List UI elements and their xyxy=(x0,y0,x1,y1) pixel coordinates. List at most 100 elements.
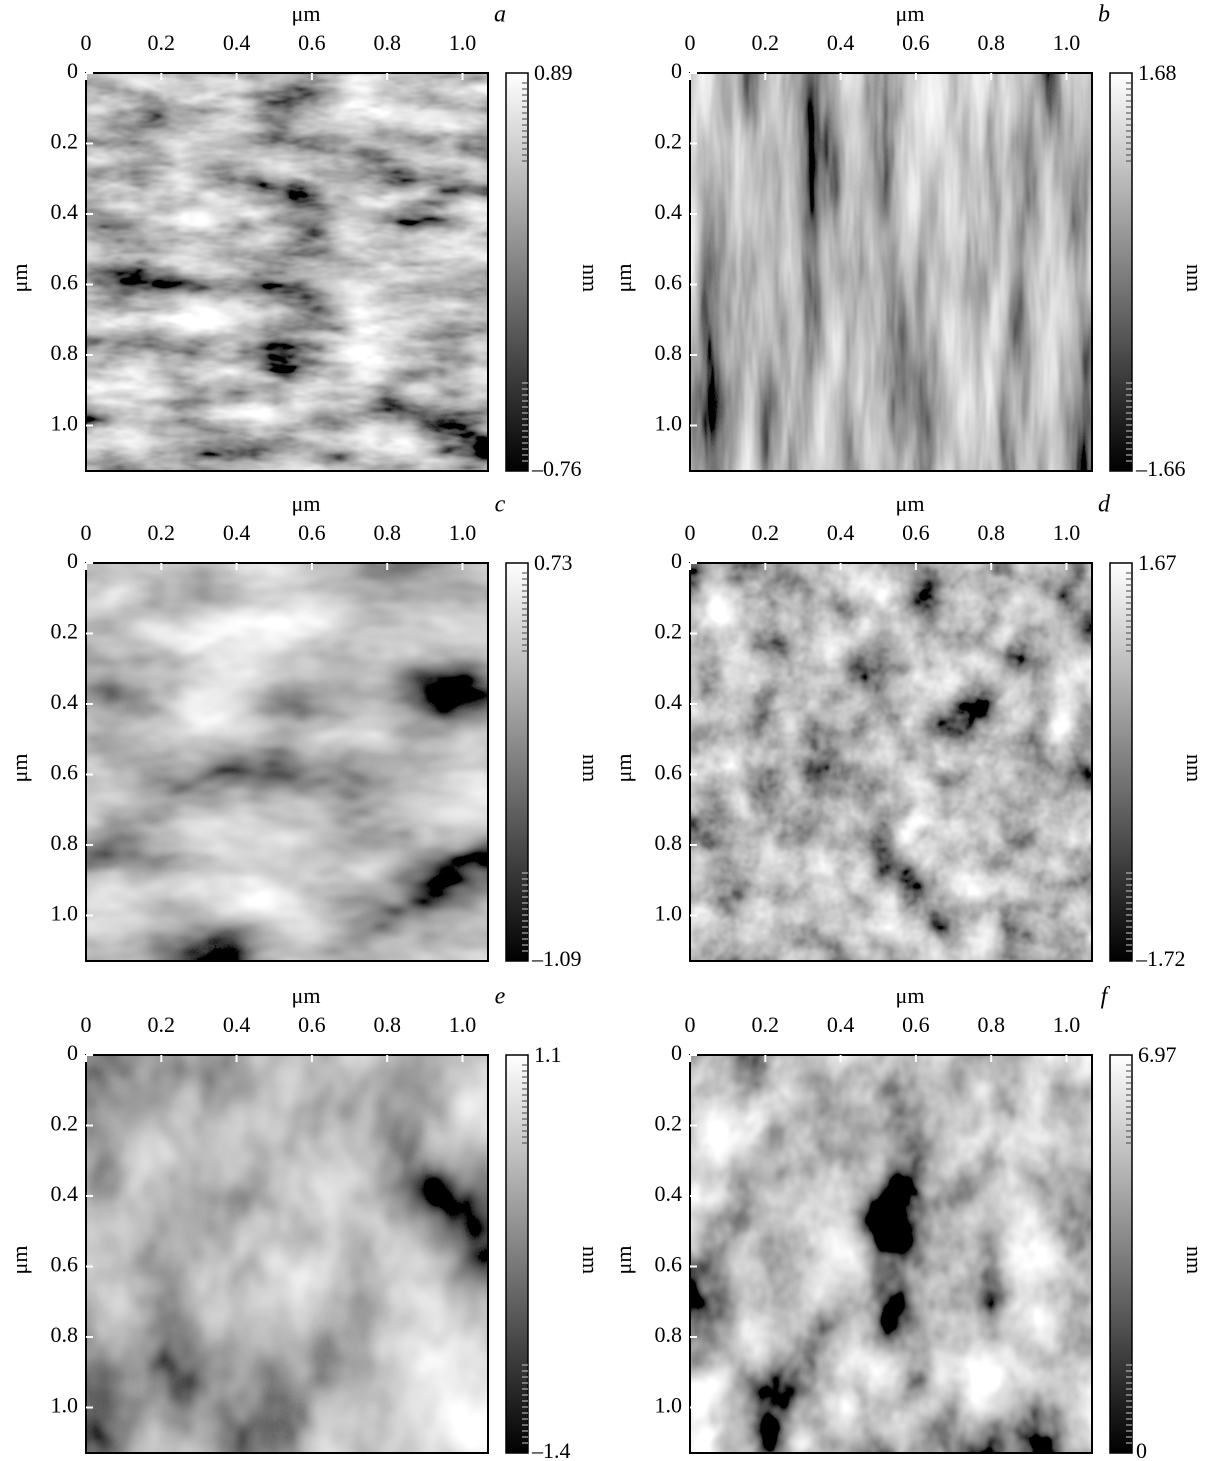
colorbar-min: 0 xyxy=(1136,1438,1147,1461)
x-tick-label: 0.2 xyxy=(148,520,176,545)
x-tick-label: 1.0 xyxy=(449,1012,477,1037)
afm-image xyxy=(690,73,1092,471)
y-tick-label: 0.8 xyxy=(51,830,79,855)
x-tick-label: 0 xyxy=(81,30,92,55)
afm-image xyxy=(86,1055,488,1453)
x-tick-label: 1.0 xyxy=(449,520,477,545)
x-tick-label: 0 xyxy=(685,30,696,55)
colorbar-min: –1.4 xyxy=(531,1438,571,1461)
x-tick-label: 0.6 xyxy=(298,1012,326,1037)
x-axis-label: μm xyxy=(896,983,925,1008)
y-tick-label: 0.4 xyxy=(51,199,79,224)
y-tick-label: 0.2 xyxy=(655,619,683,644)
y-tick-label: 1.0 xyxy=(51,1393,79,1418)
y-tick-label: 0.8 xyxy=(655,340,683,365)
y-tick-label: 0.4 xyxy=(51,689,79,714)
x-tick-label: 0.2 xyxy=(752,1012,780,1037)
panel-letter: c xyxy=(495,492,506,518)
y-tick-label: 1.0 xyxy=(655,901,683,926)
panel-letter: b xyxy=(1098,2,1110,28)
colorbar-max: 0.73 xyxy=(534,550,573,575)
x-tick-label: 0.6 xyxy=(298,30,326,55)
x-tick-label: 0.6 xyxy=(902,520,930,545)
colorbar xyxy=(1110,73,1132,471)
y-tick-label: 1.0 xyxy=(51,411,79,436)
afm-image xyxy=(86,563,488,961)
x-tick-label: 0.6 xyxy=(298,520,326,545)
x-tick-label: 0.4 xyxy=(223,520,251,545)
y-tick-label: 1.0 xyxy=(655,411,683,436)
x-tick-label: 0.6 xyxy=(902,30,930,55)
x-tick-label: 0.4 xyxy=(223,30,251,55)
y-tick-label: 0.6 xyxy=(655,1252,683,1277)
y-tick-label: 0.2 xyxy=(655,1111,683,1136)
y-tick-label: 0.4 xyxy=(655,1181,683,1206)
y-tick-label: 0.2 xyxy=(51,129,79,154)
y-tick-label: 1.0 xyxy=(655,1393,683,1418)
x-tick-label: 0.8 xyxy=(373,1012,401,1037)
y-tick-label: 1.0 xyxy=(51,901,79,926)
colorbar-unit: nm xyxy=(578,1246,603,1274)
y-tick-label: 0.6 xyxy=(51,760,79,785)
colorbar-min: –1.66 xyxy=(1135,456,1186,481)
x-tick-label: 0 xyxy=(685,1012,696,1037)
y-tick-label: 0 xyxy=(67,548,78,573)
x-tick-label: 1.0 xyxy=(1053,1012,1081,1037)
y-tick-label: 0 xyxy=(67,1040,78,1065)
x-tick-label: 0 xyxy=(81,1012,92,1037)
y-axis-label: μm xyxy=(7,264,32,293)
x-tick-label: 1.0 xyxy=(1053,30,1081,55)
x-tick-label: 0.2 xyxy=(752,520,780,545)
y-tick-label: 0 xyxy=(67,58,78,83)
x-tick-label: 0.2 xyxy=(148,1012,176,1037)
y-tick-label: 0.4 xyxy=(655,199,683,224)
afm-image xyxy=(690,1055,1092,1453)
y-axis-label: μm xyxy=(611,1246,636,1275)
y-tick-label: 0.6 xyxy=(655,270,683,295)
x-tick-label: 0.8 xyxy=(373,30,401,55)
colorbar xyxy=(506,1055,528,1453)
y-tick-label: 0.6 xyxy=(655,760,683,785)
y-tick-label: 0.2 xyxy=(51,619,79,644)
y-tick-label: 0.6 xyxy=(51,1252,79,1277)
x-tick-label: 0.4 xyxy=(827,1012,855,1037)
afm-image xyxy=(690,563,1092,961)
y-tick-label: 0.8 xyxy=(655,830,683,855)
y-tick-label: 0.4 xyxy=(655,689,683,714)
x-tick-label: 0.6 xyxy=(902,1012,930,1037)
x-tick-label: 0.4 xyxy=(223,1012,251,1037)
y-tick-label: 0.8 xyxy=(51,1322,79,1347)
x-tick-label: 0.8 xyxy=(977,1012,1005,1037)
x-tick-label: 1.0 xyxy=(1053,520,1081,545)
colorbar-unit: nm xyxy=(578,754,603,782)
y-axis-label: μm xyxy=(611,754,636,783)
y-tick-label: 0 xyxy=(671,1040,682,1065)
afm-image xyxy=(86,73,488,471)
x-tick-label: 0.8 xyxy=(373,520,401,545)
colorbar-max: 1.67 xyxy=(1138,550,1177,575)
y-tick-label: 0 xyxy=(671,548,682,573)
colorbar-min: –1.09 xyxy=(531,946,582,971)
y-tick-label: 0 xyxy=(671,58,682,83)
panel-letter: a xyxy=(494,2,506,28)
y-tick-label: 0.8 xyxy=(51,340,79,365)
panel-letter: f xyxy=(1101,984,1111,1010)
panel-letter: e xyxy=(495,984,506,1010)
x-tick-label: 0.4 xyxy=(827,520,855,545)
colorbar-min: –1.72 xyxy=(1135,946,1186,971)
y-tick-label: 0.2 xyxy=(655,129,683,154)
colorbar-min: –0.76 xyxy=(531,456,582,481)
x-tick-label: 0.2 xyxy=(148,30,176,55)
x-axis-label: μm xyxy=(292,491,321,516)
x-tick-label: 0 xyxy=(81,520,92,545)
x-tick-label: 0.2 xyxy=(752,30,780,55)
x-tick-label: 1.0 xyxy=(449,30,477,55)
y-axis-label: μm xyxy=(7,1246,32,1275)
x-tick-label: 0.8 xyxy=(977,30,1005,55)
colorbar-unit: nm xyxy=(1182,264,1207,292)
colorbar xyxy=(1110,563,1132,961)
y-tick-label: 0.8 xyxy=(655,1322,683,1347)
colorbar-max: 6.97 xyxy=(1138,1042,1177,1067)
y-tick-label: 0.6 xyxy=(51,270,79,295)
x-axis-label: μm xyxy=(896,1,925,26)
